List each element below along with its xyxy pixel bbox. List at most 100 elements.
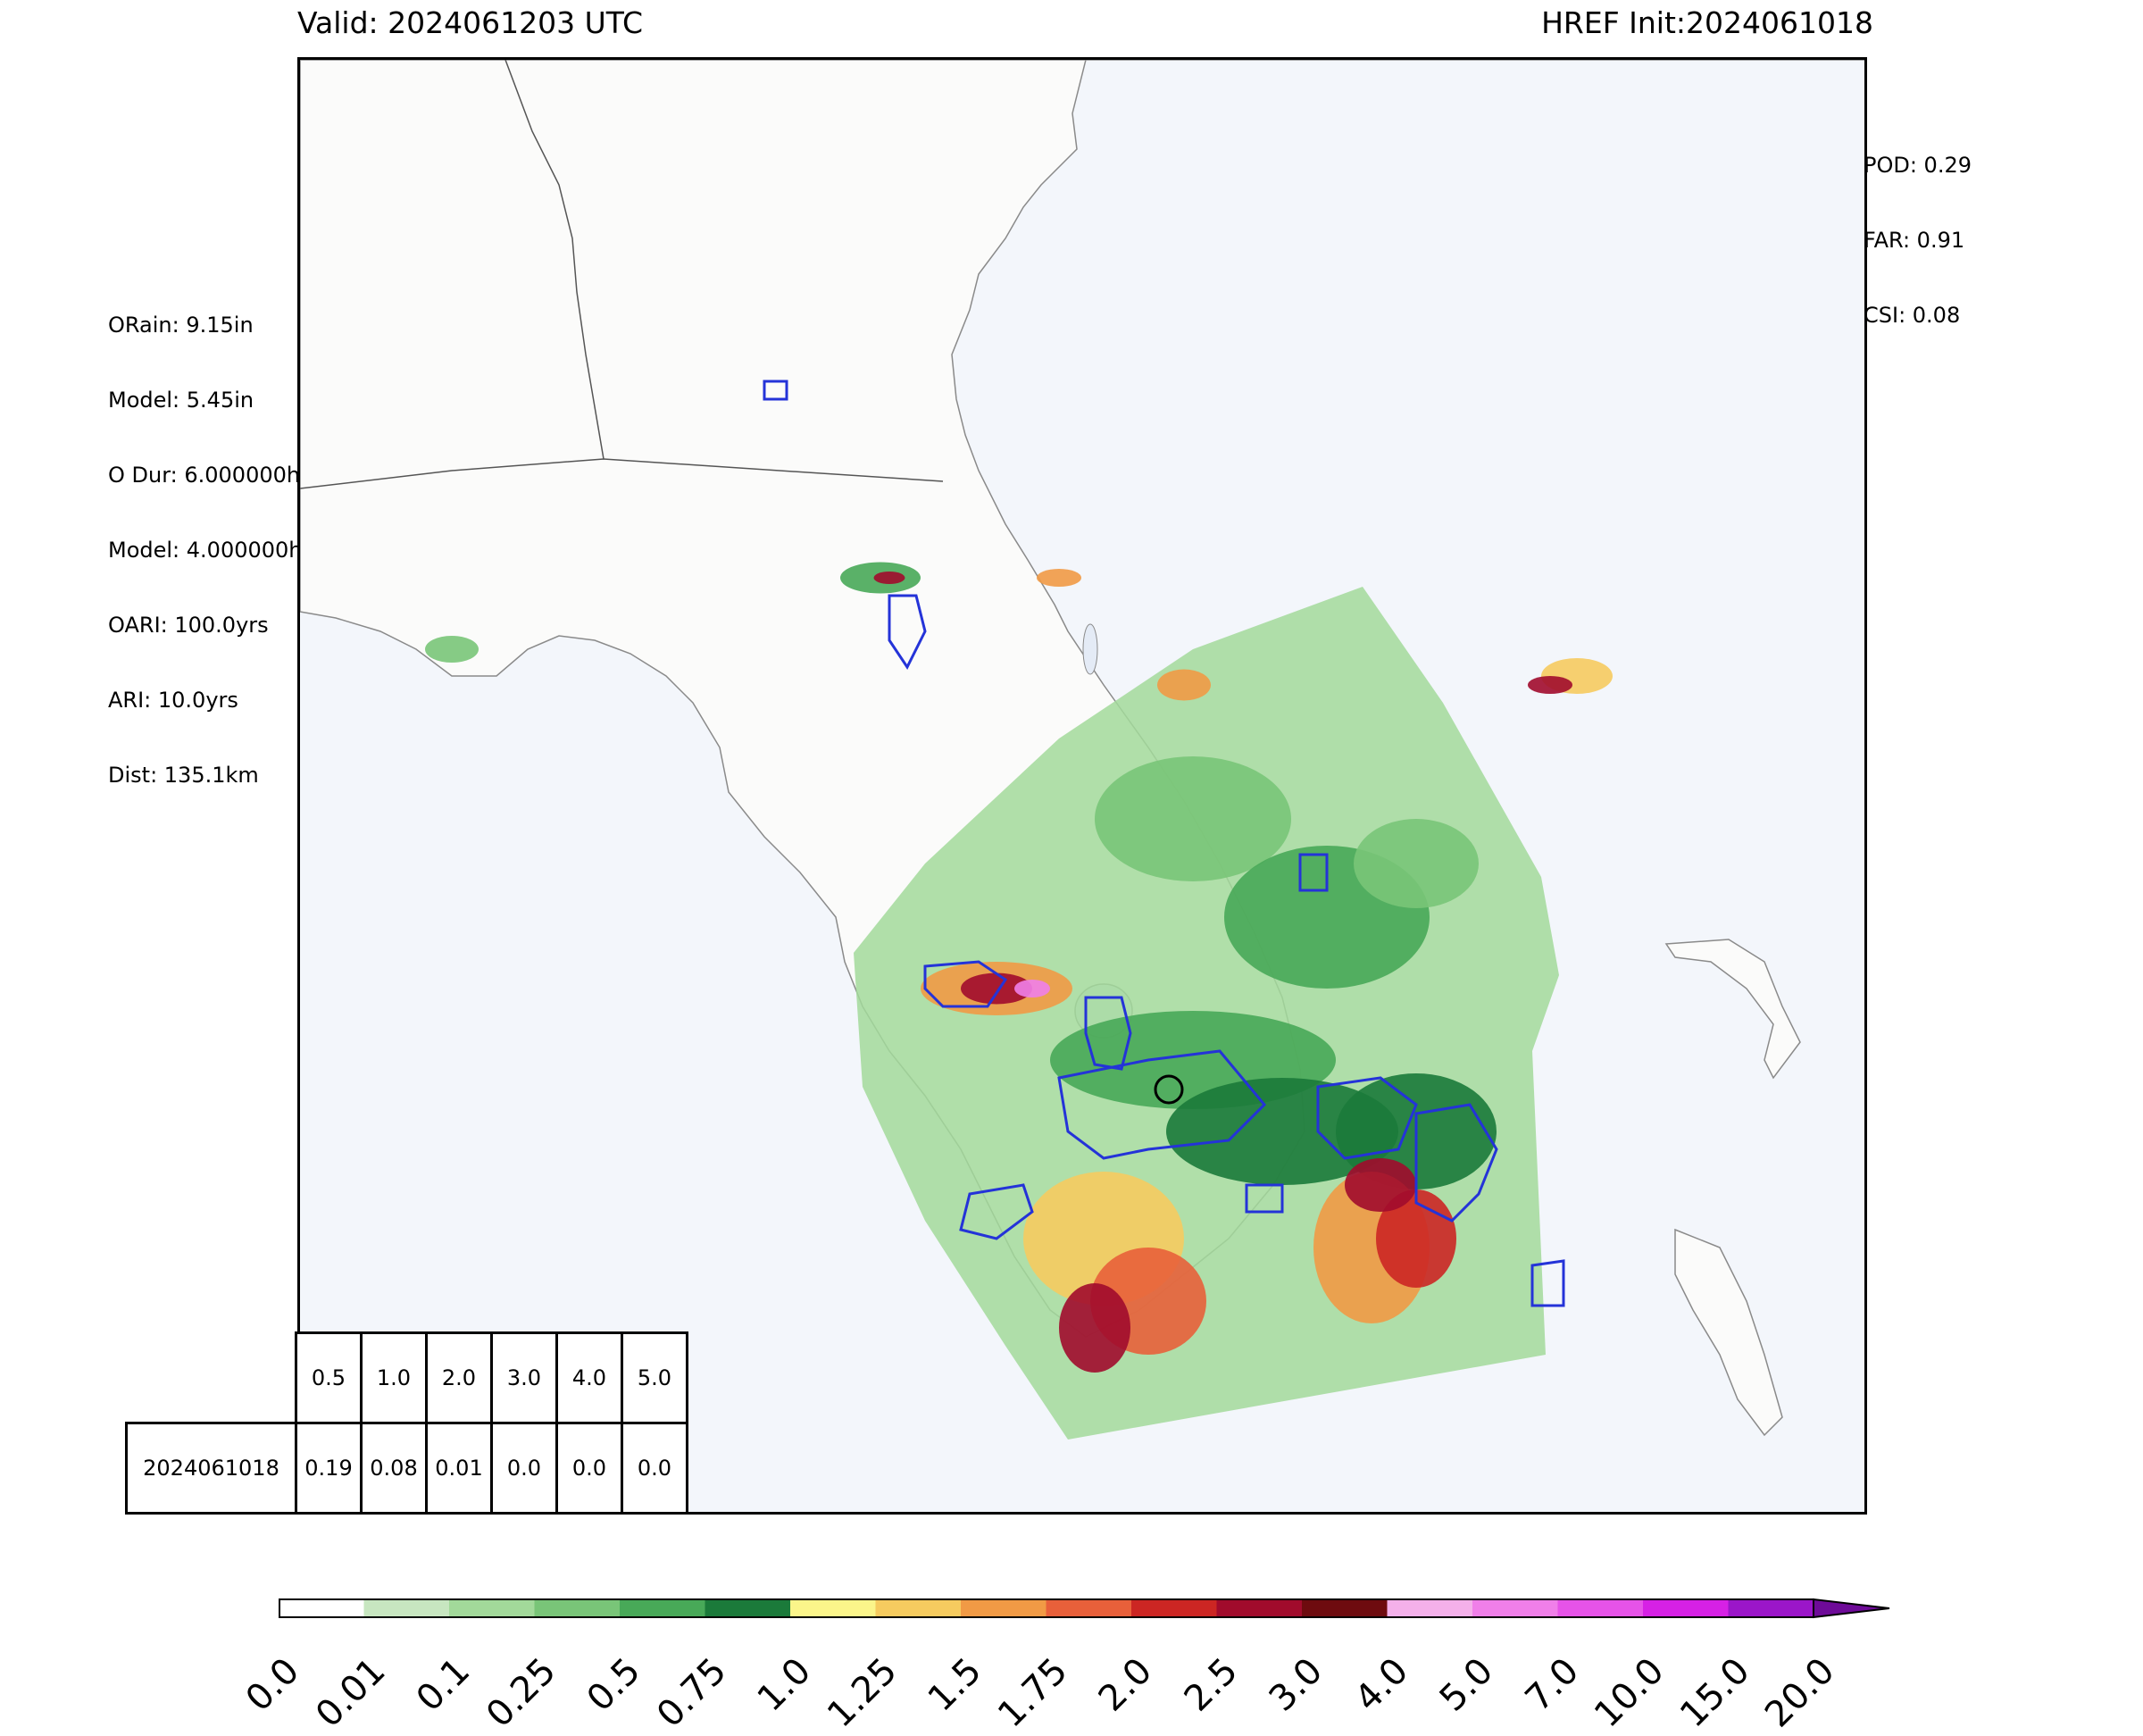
model-ari-text: ARI: 10.0yrs bbox=[108, 688, 238, 713]
observed-rain-contour bbox=[888, 594, 927, 670]
threshold-header: 1.0 bbox=[360, 1331, 428, 1424]
observed-duration-text: O Dur: 6.000000hrs bbox=[108, 463, 321, 488]
colorbar-tick-label: 15.0 bbox=[1672, 1650, 1758, 1736]
colorbar-extend-arrow bbox=[1813, 1598, 1890, 1619]
precip-cell bbox=[1037, 569, 1081, 587]
precip-cell bbox=[1528, 676, 1572, 694]
probability-cell: 0.0 bbox=[621, 1422, 688, 1515]
bahamas-island bbox=[1674, 1228, 1783, 1437]
observed-rain-contour bbox=[1414, 1103, 1498, 1223]
precip-cell bbox=[873, 572, 905, 584]
state-border bbox=[504, 60, 605, 460]
precip-cell bbox=[1157, 669, 1211, 701]
colorbar-tick-label: 0.5 bbox=[579, 1650, 649, 1720]
precipitation-map[interactable] bbox=[297, 57, 1867, 1515]
colorbar-segment bbox=[875, 1599, 962, 1617]
colorbar-segment bbox=[279, 1599, 364, 1617]
probability-cell: 0.0 bbox=[490, 1422, 558, 1515]
precip-cell bbox=[961, 972, 1032, 1005]
colorbar-tick-label: 0.25 bbox=[478, 1650, 564, 1736]
bahamas-island bbox=[1664, 939, 1801, 1080]
observed-rain-text: ORain: 9.15in bbox=[108, 313, 254, 338]
threshold-header: 2.0 bbox=[425, 1331, 493, 1424]
threshold-header: 3.0 bbox=[490, 1331, 558, 1424]
pod-score: POD: 0.29 bbox=[1864, 153, 1972, 178]
probability-cell: 0.19 bbox=[295, 1422, 363, 1515]
colorbar-tick-label: 1.0 bbox=[749, 1650, 820, 1720]
init-date-cell: 2024061018 bbox=[125, 1422, 297, 1515]
colorbar-segment bbox=[620, 1599, 705, 1617]
event-stats-panel: ORain: 9.15in Model: 5.45in O Dur: 6.000… bbox=[108, 263, 322, 813]
threshold-header: 5.0 bbox=[621, 1331, 688, 1424]
probability-cell: 0.0 bbox=[555, 1422, 623, 1515]
colorbar-segment bbox=[1643, 1599, 1729, 1617]
table-header-row: 0.5 1.0 2.0 3.0 4.0 5.0 bbox=[127, 1331, 688, 1424]
model-init-label: HREF Init:2024061018 bbox=[1541, 5, 1873, 40]
colorbar-tick-label: 0.01 bbox=[307, 1650, 394, 1736]
threshold-header: 4.0 bbox=[555, 1331, 623, 1424]
model-duration-text: Model: 4.000000hrs bbox=[108, 538, 322, 563]
valid-time-label: Valid: 2024061203 UTC bbox=[297, 5, 643, 40]
observed-rain-contour bbox=[1245, 1183, 1284, 1214]
colorbar-tick-label: 5.0 bbox=[1431, 1650, 1502, 1720]
precip-cell bbox=[425, 636, 479, 663]
forecast-precip-layer bbox=[425, 562, 1613, 1440]
colorbar-segment bbox=[449, 1599, 535, 1617]
probability-cell: 0.01 bbox=[425, 1422, 493, 1515]
observed-rain-contour bbox=[959, 1183, 1034, 1240]
colorbar-outline bbox=[279, 1598, 1814, 1618]
colorbar-tick-label: 2.0 bbox=[1090, 1650, 1161, 1720]
colorbar-tick-label: 4.0 bbox=[1347, 1650, 1416, 1720]
distance-text: Dist: 135.1km bbox=[108, 763, 259, 788]
observed-ari-text: OARI: 100.0yrs bbox=[108, 613, 269, 638]
colorbar-segment bbox=[705, 1599, 791, 1617]
colorbar-segment bbox=[1472, 1599, 1558, 1617]
colorbar-tick-label: 7.0 bbox=[1517, 1650, 1587, 1720]
state-border bbox=[300, 458, 944, 489]
observed-rain-contour bbox=[1057, 1049, 1267, 1160]
table-row: 2024061018 0.19 0.08 0.01 0.0 0.0 0.0 bbox=[125, 1422, 688, 1515]
colorbar-tick-label: 0.75 bbox=[648, 1650, 735, 1736]
colorbar-segment bbox=[961, 1599, 1046, 1617]
colorbar-segment bbox=[534, 1599, 621, 1617]
colorbar-tick-label: 1.25 bbox=[819, 1650, 905, 1736]
colorbar-segment bbox=[1302, 1599, 1388, 1617]
observed-rain-contour bbox=[1298, 853, 1329, 892]
far-score: FAR: 0.91 bbox=[1864, 228, 1965, 253]
observed-rain-contour bbox=[763, 380, 788, 401]
precip-cell bbox=[1059, 1283, 1130, 1373]
exceedance-probability-table: 0.5 1.0 2.0 3.0 4.0 5.0 2024061018 0.19 … bbox=[125, 1331, 688, 1515]
probability-cell: 0.08 bbox=[360, 1422, 428, 1515]
observed-rain-contours bbox=[763, 380, 1565, 1307]
colorbar-tick-label: 2.5 bbox=[1176, 1650, 1246, 1720]
colorbar-tick-label: 1.75 bbox=[989, 1650, 1076, 1736]
threshold-header: 0.5 bbox=[295, 1331, 363, 1424]
observed-rain-contour bbox=[923, 960, 1008, 1008]
colorbar-segment bbox=[1046, 1599, 1132, 1617]
precip-cell bbox=[1095, 756, 1291, 881]
csi-score: CSI: 0.08 bbox=[1864, 303, 1961, 328]
observation-point-marker[interactable] bbox=[1154, 1074, 1184, 1105]
colorbar-segment bbox=[1131, 1599, 1217, 1617]
precip-colorbar bbox=[279, 1598, 1890, 1619]
lake bbox=[1082, 623, 1098, 675]
colorbar-tick-label: 20.0 bbox=[1757, 1650, 1843, 1736]
colorbar-segment bbox=[1728, 1599, 1814, 1617]
colorbar-segment bbox=[1557, 1599, 1644, 1617]
observed-rain-contour bbox=[1316, 1076, 1418, 1160]
precip-cell bbox=[1014, 980, 1050, 997]
colorbar-segment bbox=[363, 1599, 450, 1617]
colorbar-tick-label: 1.5 bbox=[920, 1650, 990, 1720]
colorbar-segment bbox=[1216, 1599, 1303, 1617]
colorbar-tick-label: 3.0 bbox=[1261, 1650, 1331, 1720]
colorbar-tick-label: 0.1 bbox=[408, 1650, 479, 1720]
observed-rain-contour bbox=[1530, 1259, 1565, 1307]
precip-cell bbox=[1166, 1078, 1398, 1185]
model-rain-text: Model: 5.45in bbox=[108, 388, 254, 413]
precip-cell bbox=[1354, 819, 1479, 908]
colorbar-tick-label: 10.0 bbox=[1587, 1650, 1672, 1736]
colorbar-segment bbox=[790, 1599, 876, 1617]
colorbar-segment bbox=[1387, 1599, 1473, 1617]
verification-scores-panel: POD: 0.29 FAR: 0.91 CSI: 0.08 bbox=[1864, 103, 1972, 353]
observed-rain-contour bbox=[1084, 996, 1132, 1071]
